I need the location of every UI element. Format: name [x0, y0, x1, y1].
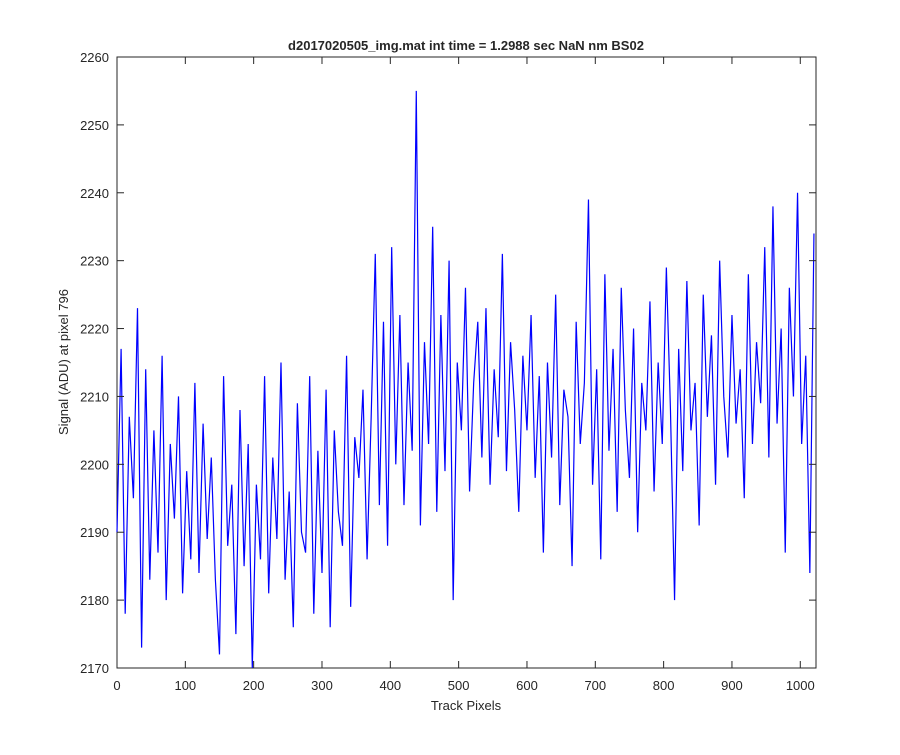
- x-tick-label: 500: [448, 678, 470, 693]
- x-tick-label: 600: [516, 678, 538, 693]
- x-tick-label: 100: [174, 678, 196, 693]
- x-tick-label: 900: [721, 678, 743, 693]
- y-tick-label: 2220: [80, 322, 109, 337]
- x-tick-label: 300: [311, 678, 333, 693]
- y-tick-label: 2170: [80, 661, 109, 676]
- x-axis-label: Track Pixels: [431, 698, 502, 713]
- x-tick-label: 700: [584, 678, 606, 693]
- data-line: [116, 90, 815, 669]
- y-tick-label: 2260: [80, 50, 109, 65]
- x-tick-label: 0: [113, 678, 120, 693]
- y-tick-label: 2190: [80, 525, 109, 540]
- x-tick-label: 800: [653, 678, 675, 693]
- y-tick-label: 2180: [80, 593, 109, 608]
- x-tick-label: 400: [379, 678, 401, 693]
- chart-title: d2017020505_img.mat int time = 1.2988 se…: [288, 38, 644, 53]
- y-tick-label: 2200: [80, 457, 109, 472]
- y-tick-label: 2250: [80, 118, 109, 133]
- y-tick-label: 2240: [80, 186, 109, 201]
- x-tick-label: 1000: [786, 678, 815, 693]
- y-tick-label: 2210: [80, 389, 109, 404]
- x-tick-label: 200: [243, 678, 265, 693]
- y-axis-label: Signal (ADU) at pixel 796: [56, 289, 71, 435]
- y-tick-label: 2230: [80, 254, 109, 269]
